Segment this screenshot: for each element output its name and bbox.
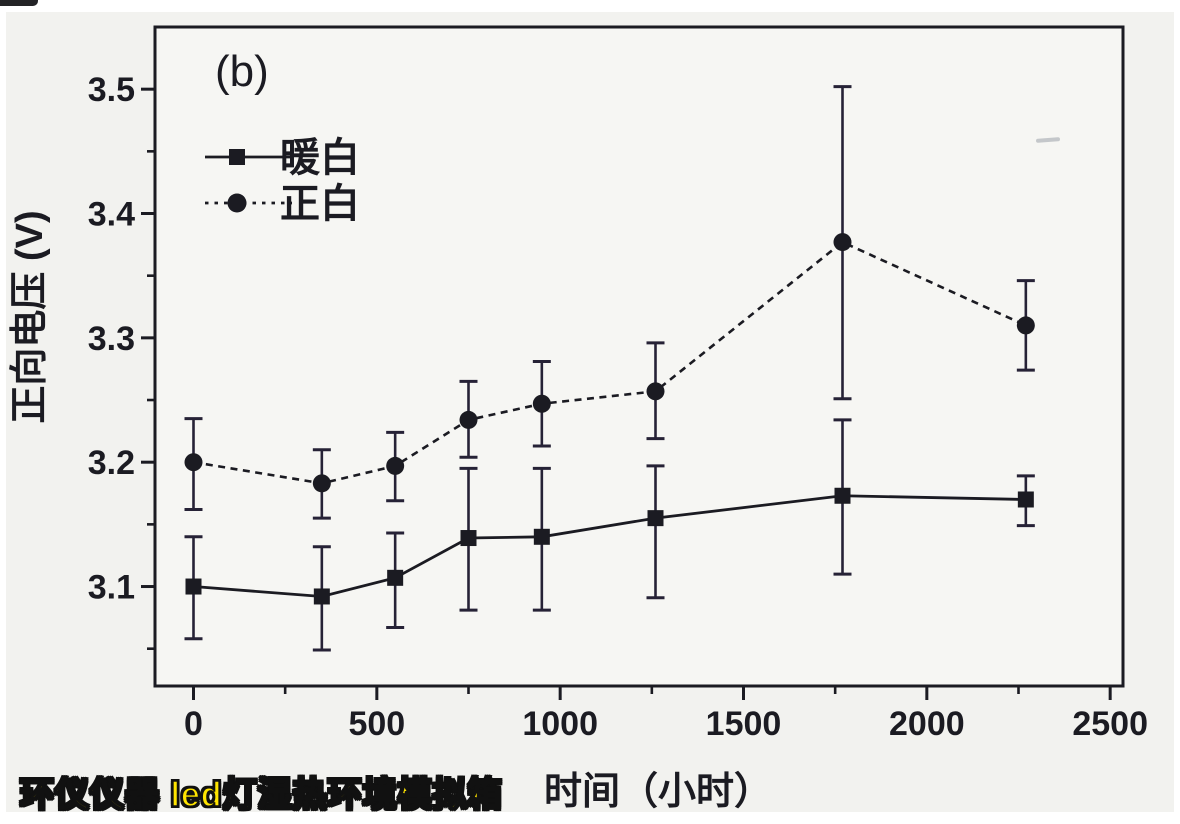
data-point-circle [1016, 316, 1035, 335]
data-point-circle [833, 233, 852, 252]
legend-label-pure-white: 正白 [280, 182, 360, 226]
plot-area: 0 500 1000 1500 2000 2500 3.1 3.2 3.3 3.4 3.5 [88, 25, 1148, 743]
data-point-square [387, 569, 404, 586]
legend-marker-circle [227, 193, 247, 213]
data-point-circle [312, 474, 331, 493]
axis-frame [153, 25, 1125, 688]
x-axis-title: 时间（小时） [544, 771, 772, 813]
data-point-square [185, 578, 202, 595]
x-tick-label: 2000 [889, 705, 965, 743]
data-point-square [313, 588, 330, 605]
data-point-square [834, 487, 851, 504]
legend-label-warm-white: 暖白 [280, 136, 360, 180]
series-line-warm-white [193, 494, 1026, 598]
y-axis-title: 正向电压 (V) [9, 210, 51, 423]
watermark-text: 环仪仪器 led灯湿热环境模拟箱 [19, 775, 503, 815]
legend-marker-square [229, 149, 245, 165]
data-point-circle [386, 456, 405, 475]
x-tick-label: 1500 [706, 705, 782, 743]
data-point-circle [532, 394, 551, 413]
data-point-circle [184, 453, 203, 472]
data-point-circle [459, 410, 478, 429]
x-tick-label: 0 [184, 705, 203, 743]
y-tick-label: 3.3 [88, 320, 135, 358]
panel-label: (b) [215, 47, 269, 96]
scanner-corner-smudge [0, 0, 38, 6]
data-point-square [460, 530, 477, 547]
data-point-circle [646, 382, 665, 401]
x-tick-label: 500 [348, 705, 405, 743]
data-point-square [533, 528, 550, 545]
x-tick-label: 1000 [522, 705, 598, 743]
y-tick-label: 3.2 [88, 444, 135, 482]
data-point-square [647, 510, 664, 527]
y-tick-label: 3.5 [88, 71, 135, 109]
y-tick-label: 3.1 [88, 569, 135, 607]
y-tick-label: 3.4 [88, 196, 135, 234]
series-line-pure-white [193, 240, 1027, 485]
plot-background [155, 27, 1123, 686]
data-point-square [1017, 491, 1034, 508]
x-tick-label: 2500 [1072, 705, 1148, 743]
